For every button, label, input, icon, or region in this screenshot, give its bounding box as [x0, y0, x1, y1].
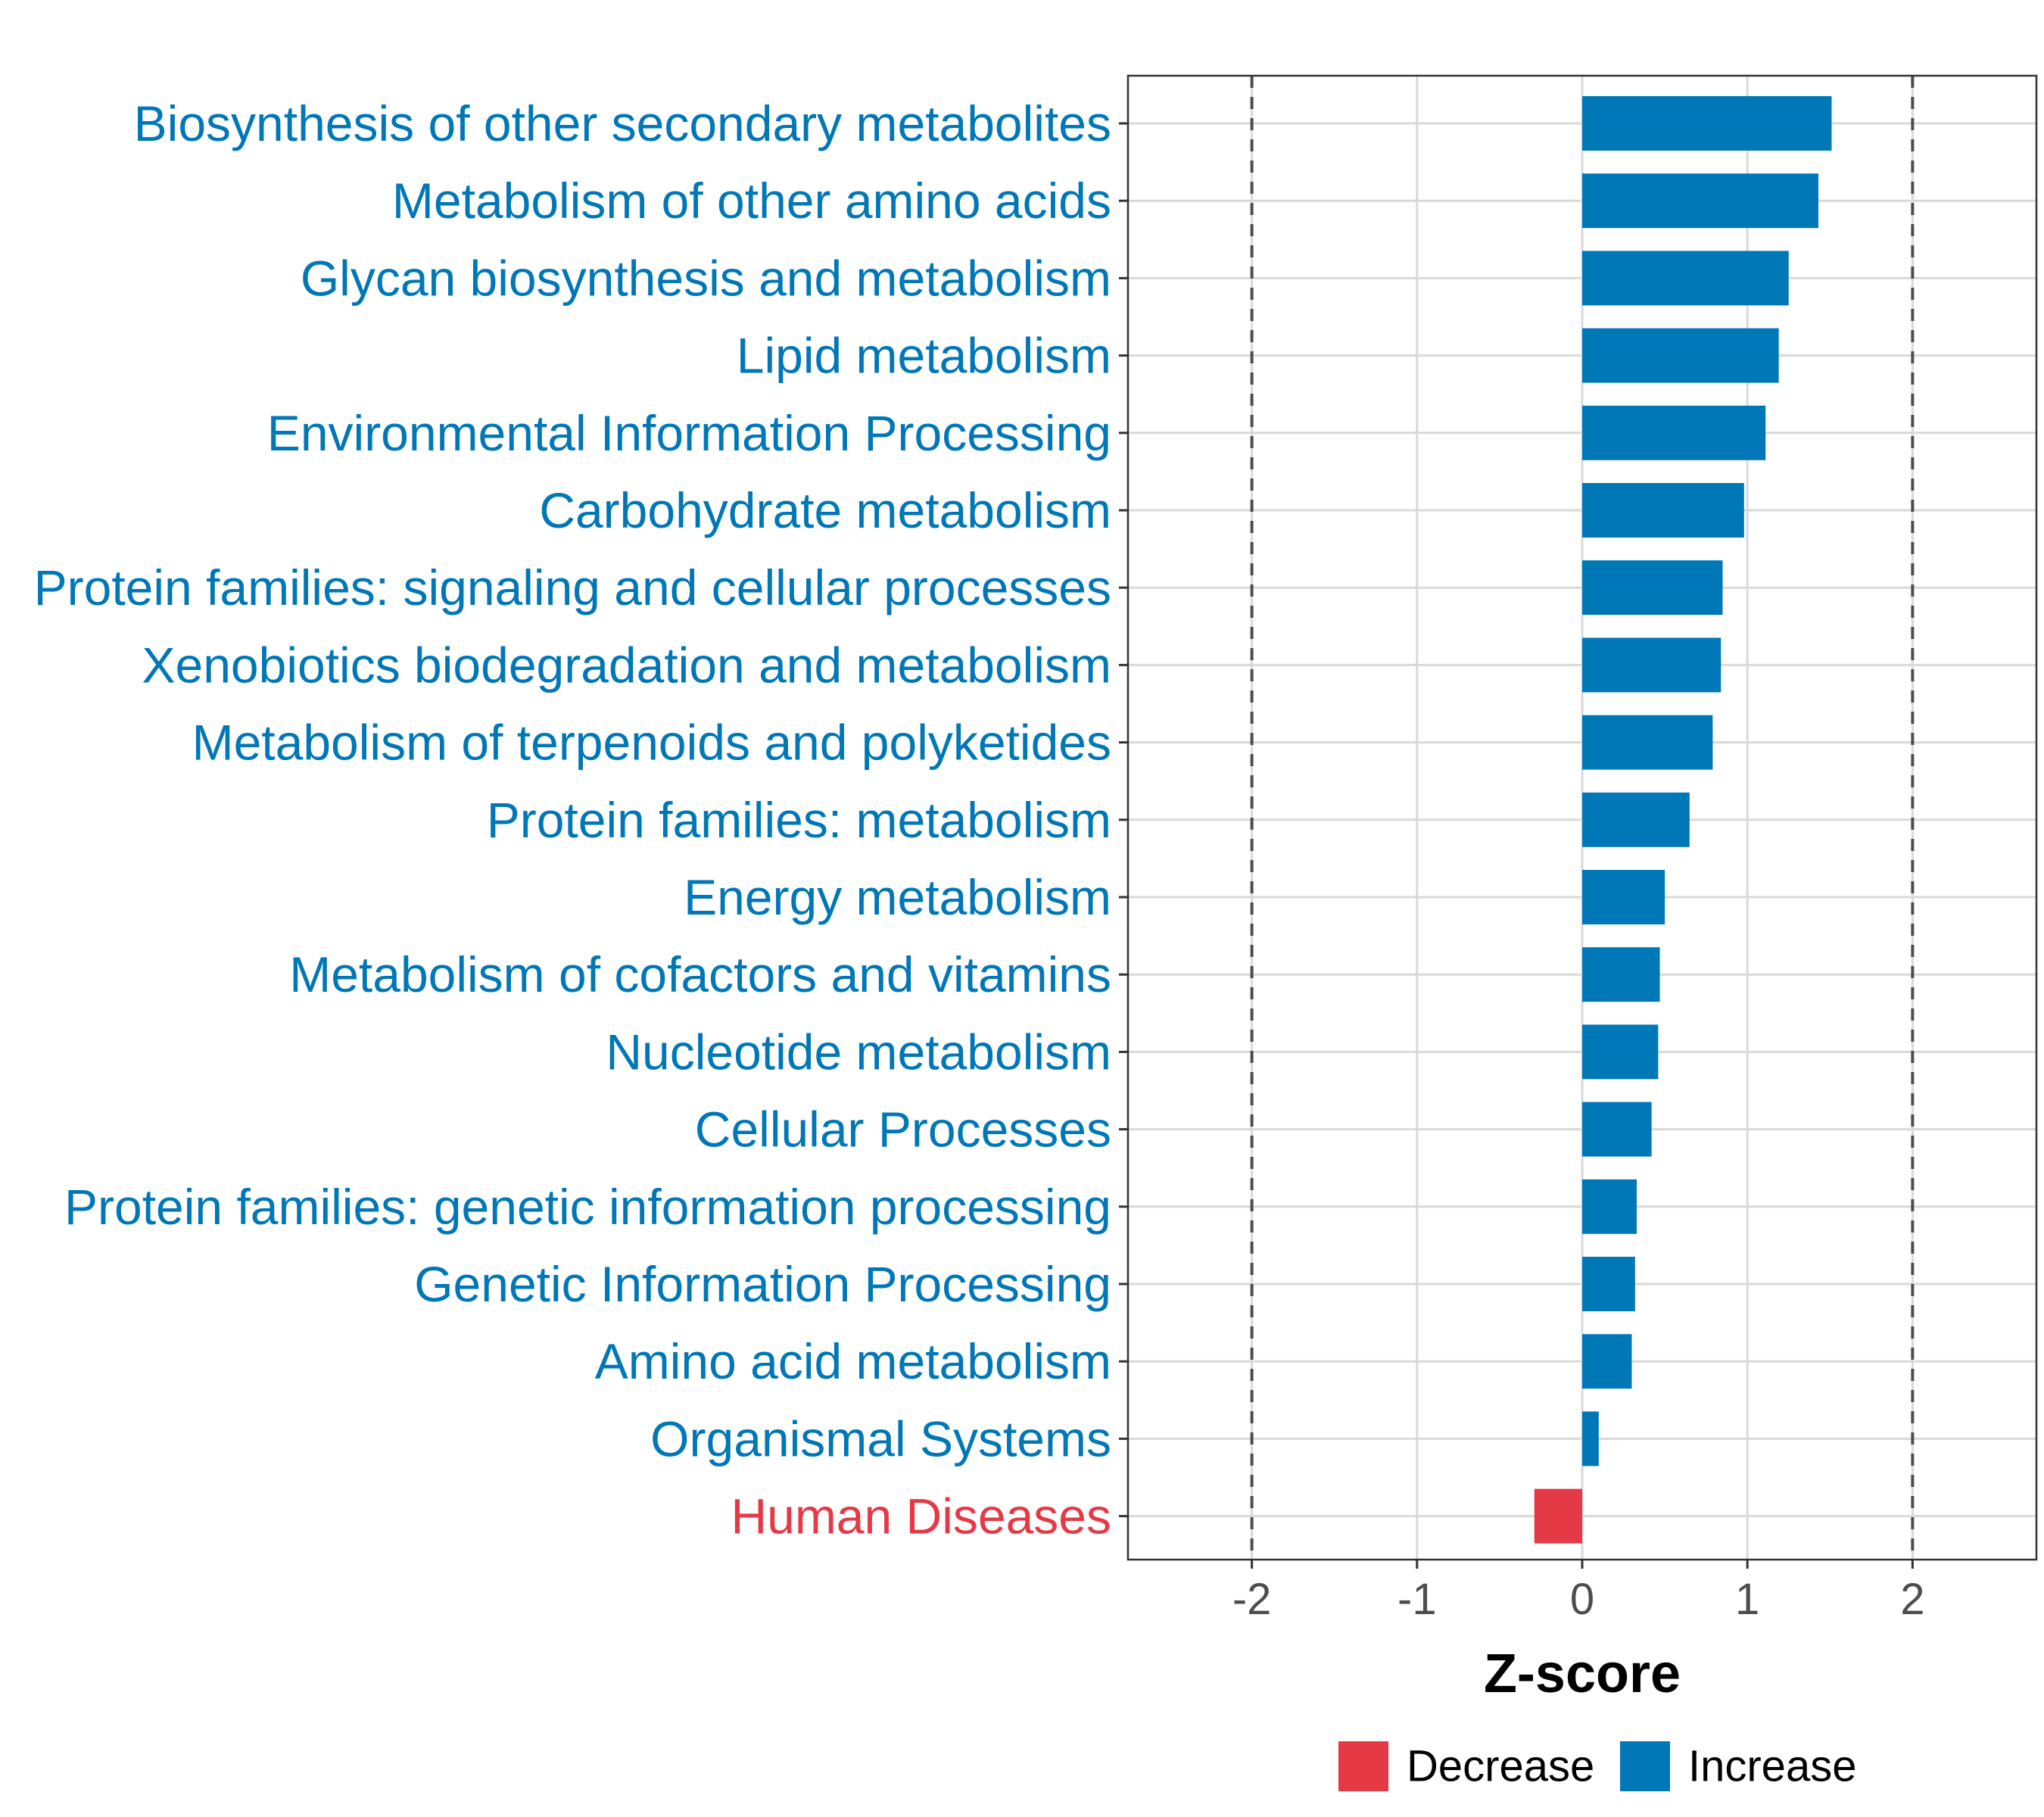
legend: Decrease Increase — [1338, 1741, 1856, 1791]
category-label: Genetic Information Processing — [414, 1256, 1111, 1312]
bar — [1582, 96, 1832, 151]
category-label: Metabolism of terpenoids and polyketides — [192, 715, 1111, 771]
category-label: Amino acid metabolism — [595, 1333, 1111, 1389]
category-label: Protein families: genetic information pr… — [64, 1179, 1111, 1235]
category-labels: Biosynthesis of other secondary metaboli… — [34, 95, 1111, 1544]
bar — [1582, 947, 1660, 1002]
bar — [1582, 637, 1722, 693]
category-label: Nucleotide metabolism — [606, 1024, 1111, 1080]
bar — [1582, 405, 1766, 460]
category-label: Cellular Processes — [695, 1102, 1111, 1158]
bar — [1582, 870, 1665, 924]
bar — [1582, 1411, 1599, 1466]
category-label: Environmental Information Processing — [267, 405, 1111, 461]
category-label: Organismal Systems — [650, 1410, 1111, 1466]
legend-swatch — [1338, 1741, 1388, 1791]
category-label: Protein families: metabolism — [487, 792, 1111, 848]
bar — [1582, 1102, 1652, 1157]
y-axis-ticks — [1119, 122, 1128, 1518]
category-label: Lipid metabolism — [737, 328, 1111, 384]
bars — [1534, 96, 1832, 1544]
x-tick-label: 1 — [1735, 1575, 1759, 1624]
bar — [1582, 483, 1744, 538]
bar — [1582, 328, 1779, 383]
bar — [1582, 251, 1789, 306]
category-label: Carbohydrate metabolism — [539, 482, 1111, 538]
category-label: Xenobiotics biodegradation and metabolis… — [142, 637, 1112, 693]
x-axis-title: Z-score — [1484, 1644, 1681, 1704]
legend-swatch — [1620, 1741, 1670, 1791]
legend-label: Increase — [1688, 1742, 1856, 1791]
x-tick-label: -1 — [1397, 1575, 1437, 1624]
legend-label: Decrease — [1407, 1742, 1594, 1791]
x-tick-label: -2 — [1232, 1575, 1272, 1624]
bar — [1582, 1024, 1659, 1080]
x-tick-label: 0 — [1570, 1575, 1594, 1624]
bar — [1582, 1179, 1637, 1234]
bar — [1534, 1488, 1582, 1544]
bar — [1582, 792, 1690, 847]
category-label: Metabolism of cofactors and vitamins — [289, 946, 1111, 1002]
bar — [1582, 1257, 1635, 1311]
x-tick-label: 2 — [1900, 1575, 1924, 1624]
reference-lines — [1250, 76, 1915, 1560]
bar — [1582, 560, 1723, 616]
category-label: Protein families: signaling and cellular… — [34, 559, 1111, 616]
bar — [1582, 1334, 1632, 1389]
category-label: Glycan biosynthesis and metabolism — [301, 250, 1111, 306]
bar — [1582, 173, 1818, 229]
category-label: Metabolism of other amino acids — [392, 173, 1111, 229]
category-label: Human Diseases — [731, 1488, 1111, 1544]
category-label: Biosynthesis of other secondary metaboli… — [134, 95, 1111, 151]
x-axis-ticks: -2 -1 0 1 2 — [1232, 1560, 1924, 1624]
bar — [1582, 715, 1713, 770]
category-label: Energy metabolism — [684, 869, 1111, 925]
